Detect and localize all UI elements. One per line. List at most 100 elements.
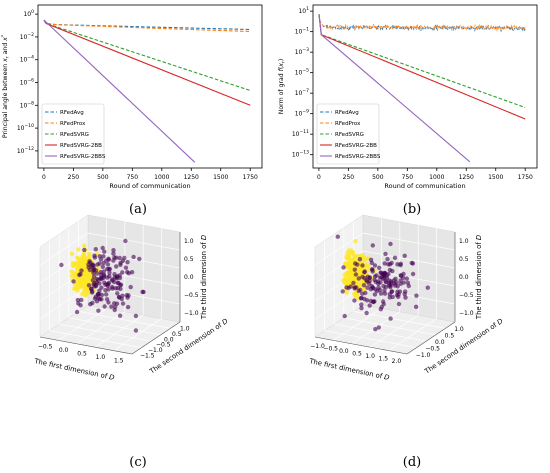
panel-b-xtick-label: 1750: [518, 174, 533, 181]
panel-d-scatter-point: [386, 271, 391, 277]
panel-a-xtick-label: 1250: [184, 174, 199, 181]
panel-d-scatter-point: [351, 280, 356, 286]
panel-d-scatter-point: [340, 289, 345, 294]
panel-a-xtick-label: 1000: [154, 174, 169, 181]
panel-c-scatter-point: [112, 301, 117, 306]
panel-a-plot-frame: [37, 4, 263, 169]
panel-d-scatter-point: [404, 276, 409, 281]
panel-c-scatter-point: [115, 291, 120, 296]
panel-c-scatter-point: [125, 304, 131, 310]
panel-a-legend-box: [41, 103, 105, 165]
panel-d-scatter-point: [372, 263, 378, 268]
panel-a-line-chart: 0 250 500 750 1000 1250 1500 1750 100 10−2 10−4 10−…: [1, 4, 263, 190]
panel-c-scatter-point: [120, 270, 125, 275]
panel-c-scatter-point: [112, 272, 117, 277]
panel-c-scatter-point: [123, 265, 129, 270]
panel-d-scatter-point: [382, 270, 388, 276]
panel-d-scatter-point: [377, 265, 382, 270]
panel-c-ztick-label: −0.5: [184, 292, 199, 299]
panel-d-scatter-point: [371, 299, 376, 305]
panel-d-scatter-point: [398, 281, 403, 286]
panel-d-gridline: [353, 311, 446, 329]
panel-c-scatter-point: [125, 295, 130, 300]
panel-c-scatter-point: [102, 280, 107, 285]
panel-c-ztick-label: 0.5: [184, 256, 194, 263]
panel-c-ztick-label: 0.0: [184, 274, 194, 281]
panel-d-scatter-point: [410, 271, 416, 277]
panel-b-legend-label: RFedProx: [335, 121, 361, 127]
panel-d-scatter-point: [396, 301, 402, 307]
panel-b-xtick-label: 1250: [459, 174, 474, 181]
panel-d-ztick-label: 0.5: [459, 256, 469, 263]
panel-c-side-pane: [39, 214, 89, 338]
panel-a-caption: (a): [129, 202, 147, 217]
panel-d-scatter-point: [342, 272, 347, 277]
panel-c-scatter-point: [76, 259, 82, 265]
panel-c-scatter-point: [79, 268, 84, 273]
panel-d-scatter-point: [335, 234, 340, 239]
panel-d-ztick-label: −0.5: [459, 292, 474, 299]
panel-d-gridline: [324, 330, 417, 348]
panel-c-scatter-point: [92, 255, 98, 260]
panel-c-scatter-point: [109, 304, 114, 309]
panel-d-xtick-label: 1.5: [379, 355, 389, 362]
panel-a-xtick-label: 1500: [213, 174, 228, 181]
panel-c-ytick-label: 1.0: [180, 326, 190, 333]
panel-d-xtick-label: −0.5: [323, 346, 338, 353]
panel-d-scatter-point: [358, 287, 363, 293]
panel-c-ytick-label: 0.5: [172, 331, 182, 338]
panel-c-scatter-point: [112, 307, 117, 313]
panel-d-scatter-point: [378, 291, 384, 296]
panel-a-ytick-label: 10−10: [17, 123, 34, 132]
panel-d-scatter-point: [380, 276, 385, 282]
panel-c-scatter-point: [97, 288, 102, 293]
panel-d-gridline: [370, 314, 419, 348]
panel-d-caption: (d): [403, 455, 421, 470]
panel-c-scatter-point: [78, 272, 83, 277]
panel-d-scatter-point: [387, 267, 393, 273]
panel-d-scatter-point: [357, 257, 363, 262]
panel-c-scatter-point: [80, 255, 86, 260]
panel-c-scatter-point: [133, 328, 139, 333]
panel-c-ztick-label: −1.0: [184, 310, 199, 317]
panel-d-scatter-point: [414, 293, 419, 298]
panel-d-back-pane: [362, 214, 456, 323]
panel-c-scatter-point: [114, 255, 119, 260]
panel-d-scatter-point: [344, 256, 349, 261]
panel-b-xtick-label: 1500: [488, 174, 503, 181]
panel-c-scatter-point: [80, 284, 86, 289]
panel-d-xtick-label: 2.0: [392, 358, 402, 365]
panel-d-scatter-point: [388, 241, 393, 247]
panel-b-ytick-label: 101: [298, 6, 309, 15]
panel-d-scatter-point: [374, 273, 379, 278]
panel-b-plot-frame: [312, 4, 538, 169]
panel-d-scatter-point: [369, 284, 374, 289]
panel-d-ztick-label: 0.0: [459, 274, 469, 281]
panel-d-gridline: [333, 308, 382, 341]
panel-d-scatter-point: [391, 278, 397, 283]
panel-c-scatter-point: [123, 238, 128, 244]
panel-c-scatter-point: [76, 247, 81, 252]
panel-c-scatter-point: [133, 313, 139, 319]
panel-c-scatter-point: [96, 308, 101, 313]
panel-d-scatter-point: [345, 250, 350, 256]
panel-a-ytick-label: 10−6: [20, 78, 34, 87]
panel-c-scatter-point: [106, 256, 111, 261]
panel-b-ytick-label: 10−13: [292, 150, 309, 159]
panel-c-scatter-point: [76, 301, 81, 306]
panel-d-scatter-point: [370, 243, 375, 248]
panel-c-scatter-point: [87, 251, 92, 257]
panel-b-ytick-label: 10−5: [295, 68, 309, 77]
panel-d-scatter-point: [343, 277, 348, 283]
panel-c-ytick-label: −0.5: [156, 342, 171, 349]
panel-c-gridline: [39, 250, 89, 284]
panel-d-scatter-point: [382, 291, 388, 296]
panel-c-scatter-point: [97, 281, 102, 286]
panel-b-legend-box: [316, 103, 380, 165]
panel-d-scatter-point: [349, 248, 354, 253]
panel-c-scatter-point: [131, 254, 136, 260]
panel-d-xtick-label: 1.0: [365, 353, 375, 360]
panel-c-scatter-point: [101, 254, 106, 259]
panel-d-scatter-point: [392, 255, 398, 260]
panel-c-xtick-label: 0.0: [59, 347, 69, 354]
